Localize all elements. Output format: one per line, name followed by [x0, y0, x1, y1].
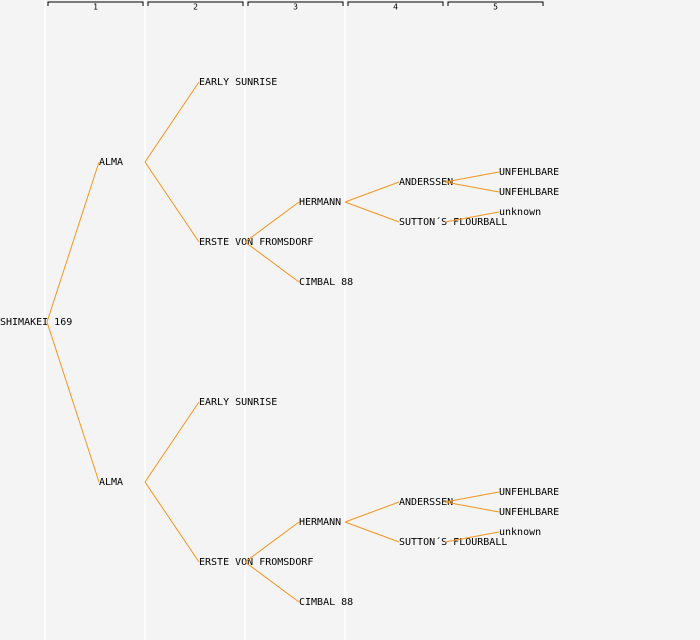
connector	[444, 501, 500, 513]
ancestor-name: EARLY SUNRISE	[199, 77, 277, 88]
header-bracket	[47, 1, 144, 6]
ancestor-name: CIMBAL 88	[299, 597, 353, 608]
ancestor-name: ANDERSSEN	[399, 497, 453, 508]
ancestor-name: unknown	[499, 207, 541, 218]
ancestor-name: UNFEHLBARE	[499, 507, 559, 518]
parent-link[interactable]: ALMA	[99, 157, 123, 168]
connector	[144, 401, 200, 483]
ancestor-name: unknown	[499, 527, 541, 538]
ancestor-name: ERSTE VON FROMSDORF	[199, 557, 313, 568]
connector	[244, 241, 300, 283]
header-bracket	[447, 1, 544, 6]
ancestor-name: SHIMAKEI 169	[0, 317, 72, 328]
ancestor-name: CIMBAL 88	[299, 277, 353, 288]
column-header: 2	[193, 3, 198, 12]
ancestor-name: HERMANN	[299, 197, 341, 208]
ancestor-name: SUTTON´S FLOURBALL	[399, 216, 507, 228]
connector	[344, 201, 400, 223]
connector	[444, 181, 500, 193]
header-bracket	[347, 1, 444, 6]
parent-link[interactable]: ALMA	[99, 477, 123, 488]
connector	[244, 561, 300, 603]
ancestor-name: HERMANN	[299, 517, 341, 528]
connector	[244, 201, 300, 243]
connector	[444, 171, 500, 183]
ancestor-name: EARLY SUNRISE	[199, 397, 277, 408]
connector	[144, 481, 200, 563]
connector	[444, 491, 500, 503]
connector	[344, 181, 400, 203]
connector	[46, 321, 100, 483]
connector	[344, 501, 400, 523]
header-bracket	[247, 1, 344, 6]
ancestor-name: UNFEHLBARE	[499, 167, 559, 178]
ancestor-name: ERSTE VON FROMSDORF	[199, 237, 313, 248]
ancestor-name: UNFEHLBARE	[499, 487, 559, 498]
ancestor-name: UNFEHLBARE	[499, 187, 559, 198]
ancestor-name: SUTTON´S FLOURBALL	[399, 536, 507, 548]
column-header: 3	[293, 3, 298, 12]
column-header: 1	[93, 3, 98, 12]
connector	[144, 81, 200, 163]
connector	[144, 161, 200, 243]
column-header: 5	[493, 3, 498, 12]
ancestor-name: ANDERSSEN	[399, 177, 453, 188]
connector	[46, 161, 100, 323]
connector	[444, 211, 500, 223]
header-bracket	[147, 1, 244, 6]
connector	[244, 521, 300, 563]
connector	[444, 531, 500, 543]
column-header: 4	[393, 3, 398, 12]
connector	[344, 521, 400, 543]
